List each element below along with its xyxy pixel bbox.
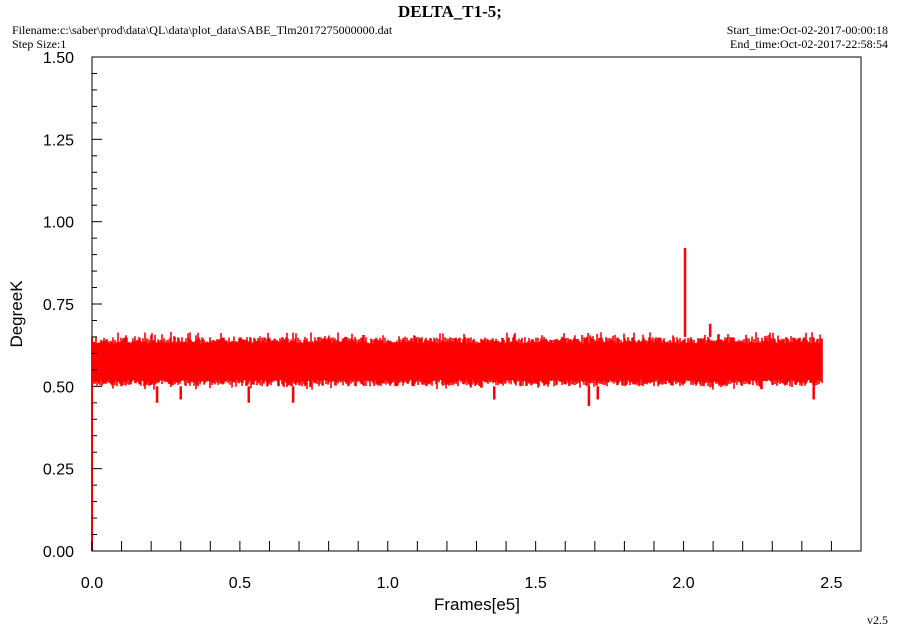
x-tick-label: 2.5 — [820, 575, 842, 592]
step-size-label: Step Size:1 — [12, 37, 67, 51]
y-axis-label: DegreeK — [7, 280, 26, 348]
x-tick-label: 0.5 — [229, 575, 251, 592]
y-tick-label: 1.25 — [43, 132, 74, 149]
filename-label: Filename:c:\saber\prod\data\QL\data\plot… — [12, 23, 393, 37]
y-tick-label: 1.00 — [43, 215, 74, 232]
x-tick-label: 2.0 — [672, 575, 694, 592]
start-time-label: Start_time:Oct-02-2017-00:00:18 — [726, 23, 888, 37]
y-tick-label: 0.50 — [43, 379, 74, 396]
y-tick-label: 1.50 — [43, 50, 74, 67]
y-tick-label: 0.25 — [43, 462, 74, 479]
data-layer — [91, 248, 823, 551]
x-tick-label: 1.5 — [525, 575, 547, 592]
x-axis-label: Frames[e5] — [434, 595, 520, 614]
chart-title: DELTA_T1-5; — [398, 2, 502, 21]
ticks-layer: 0.00 0.25 0.50 0.75 1.00 1.25 1.50 0.0 0.5 1.0 1.5… — [43, 50, 862, 592]
y-tick-label: 0.75 — [43, 297, 74, 314]
series-band — [91, 332, 823, 390]
y-tick-label: 0.00 — [43, 544, 74, 561]
end-time-label: End_time:Oct-02-2017-22:58:54 — [730, 37, 888, 51]
x-tick-label: 0.0 — [81, 575, 103, 592]
plot-frame — [91, 56, 862, 552]
version-label: v2.5 — [867, 613, 888, 627]
x-tick-label: 1.0 — [377, 575, 399, 592]
